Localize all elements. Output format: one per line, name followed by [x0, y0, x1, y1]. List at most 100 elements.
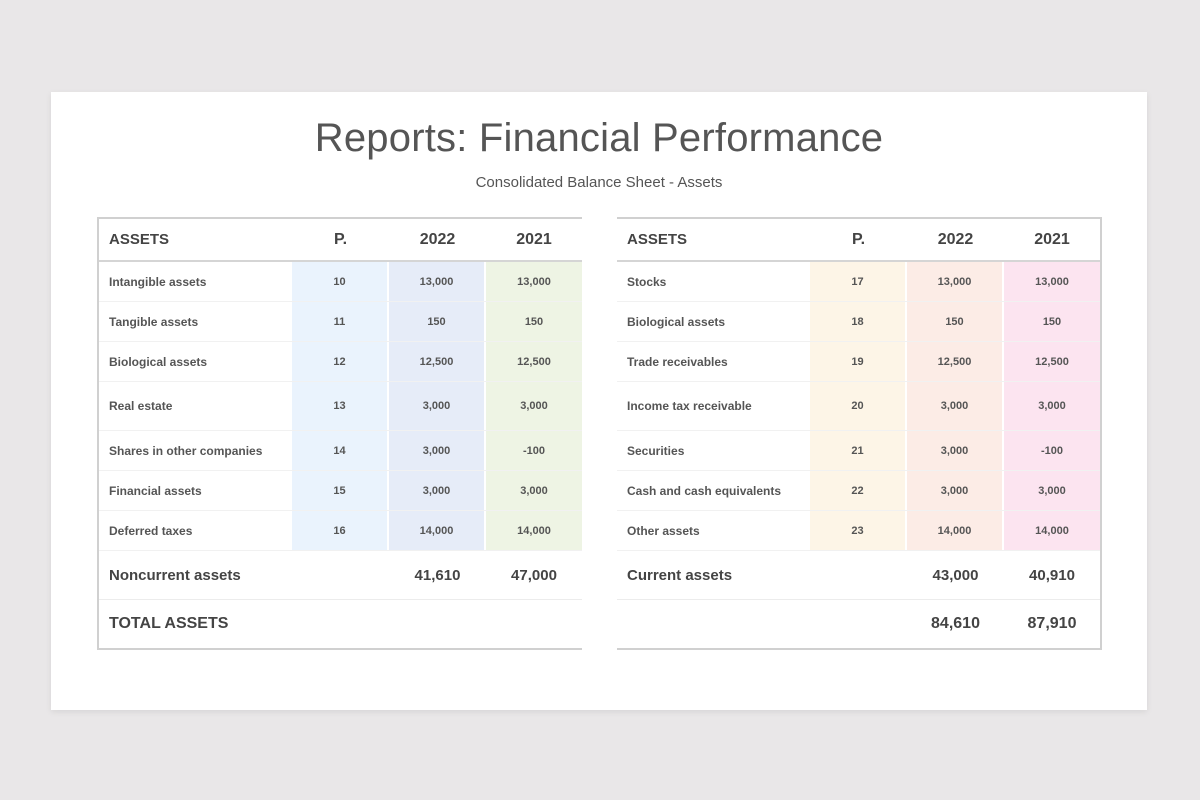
row-label: Cash and cash equivalents: [627, 483, 782, 498]
subtotal-p: [810, 551, 907, 599]
col-header-2021: 2021: [1034, 230, 1070, 248]
row-2022: 13,000: [907, 262, 1004, 301]
row-2022: 150: [907, 302, 1004, 341]
row-label: Income tax receivable: [627, 399, 752, 413]
row-label: Deferred taxes: [109, 523, 193, 538]
col-header-2021: 2021: [516, 230, 552, 248]
subtotal-label: Noncurrent assets: [109, 566, 241, 584]
table-header: ASSETS P. 2022 2021: [99, 219, 582, 262]
slide-card: Reports: Financial Performance Consolida…: [51, 92, 1147, 710]
row-2022: 3,000: [389, 382, 486, 430]
row-p: 11: [292, 302, 389, 341]
row-p: 13: [292, 382, 389, 430]
row-2021: 13,000: [1004, 262, 1100, 301]
row-2022: 14,000: [907, 511, 1004, 550]
row-label: Biological assets: [109, 354, 208, 369]
row-2021: 150: [486, 302, 582, 341]
row-2022: 3,000: [907, 431, 1004, 470]
row-p: 23: [810, 511, 907, 550]
row-2022: 13,000: [389, 262, 486, 301]
table-header: ASSETS P. 2022 2021: [617, 219, 1100, 262]
table-row: Income tax receivable 20 3,000 3,000: [617, 382, 1100, 431]
total-2021: 87,910: [1027, 615, 1077, 632]
subtotal-row: Noncurrent assets 41,610 47,000: [99, 551, 582, 600]
col-header-2022: 2022: [419, 230, 456, 248]
table-row: Intangible assets 10 13,000 13,000: [99, 262, 582, 302]
row-label: Intangible assets: [109, 274, 207, 289]
row-p: 18: [810, 302, 907, 341]
table-row: Deferred taxes 16 14,000 14,000: [99, 511, 582, 551]
subtotal-2021: 40,910: [1029, 566, 1075, 584]
table-row: Trade receivables 19 12,500 12,500: [617, 342, 1100, 382]
subtotal-p: [292, 551, 389, 599]
row-p: 12: [292, 342, 389, 381]
row-2022: 3,000: [389, 431, 486, 470]
table-row: Cash and cash equivalents 22 3,000 3,000: [617, 471, 1100, 511]
subtotal-2022: 41,610: [414, 566, 461, 584]
row-2021: -100: [1004, 431, 1100, 470]
table-row: Stocks 17 13,000 13,000: [617, 262, 1100, 302]
row-2021: 3,000: [1004, 471, 1100, 510]
col-header-assets: ASSETS: [109, 231, 170, 248]
row-2021: 14,000: [486, 511, 582, 550]
row-label: Other assets: [627, 523, 700, 538]
row-label: Stocks: [627, 274, 667, 289]
table-row: Biological assets 12 12,500 12,500: [99, 342, 582, 382]
total-label: TOTAL ASSETS: [109, 615, 229, 632]
row-2021: 3,000: [486, 382, 582, 430]
page-title: Reports: Financial Performance: [314, 116, 884, 160]
row-2021: 150: [1004, 302, 1100, 341]
table-row: Shares in other companies 14 3,000 -100: [99, 431, 582, 471]
total-p: [810, 600, 907, 648]
row-p: 20: [810, 382, 907, 430]
row-p: 15: [292, 471, 389, 510]
row-2022: 3,000: [907, 471, 1004, 510]
row-label: Real estate: [109, 399, 173, 413]
row-label: Securities: [627, 443, 685, 458]
table-row: Other assets 23 14,000 14,000: [617, 511, 1100, 551]
subtotal-label: Current assets: [627, 566, 733, 584]
row-label: Shares in other companies: [109, 443, 263, 458]
row-label: Financial assets: [109, 483, 202, 498]
table-row: Financial assets 15 3,000 3,000: [99, 471, 582, 511]
table-row: Biological assets 18 150 150: [617, 302, 1100, 342]
table-row: Real estate 13 3,000 3,000: [99, 382, 582, 431]
current-assets-table: ASSETS P. 2022 2021 Stocks 17 13,000 13,…: [617, 217, 1102, 650]
row-2021: 3,000: [1004, 382, 1100, 430]
row-p: 22: [810, 471, 907, 510]
row-2022: 12,500: [907, 342, 1004, 381]
row-p: 10: [292, 262, 389, 301]
noncurrent-assets-table: ASSETS P. 2022 2021 Intangible assets 10…: [97, 217, 582, 650]
row-2021: 14,000: [1004, 511, 1100, 550]
table-row: Securities 21 3,000 -100: [617, 431, 1100, 471]
col-header-p: P.: [333, 230, 348, 248]
subtotal-row: Current assets 43,000 40,910: [617, 551, 1100, 600]
table-row: Tangible assets 11 150 150: [99, 302, 582, 342]
row-p: 14: [292, 431, 389, 470]
total-row: 84,610 87,910: [617, 600, 1100, 648]
row-2022: 14,000: [389, 511, 486, 550]
subtotal-2022: 43,000: [932, 566, 979, 584]
row-2022: 12,500: [389, 342, 486, 381]
row-p: 17: [810, 262, 907, 301]
row-2022: 3,000: [907, 382, 1004, 430]
col-header-p: P.: [851, 230, 866, 248]
row-p: 19: [810, 342, 907, 381]
page-subtitle: Consolidated Balance Sheet - Assets: [475, 174, 723, 191]
row-p: 16: [292, 511, 389, 550]
total-row: TOTAL ASSETS: [99, 600, 582, 648]
row-2022: 150: [389, 302, 486, 341]
row-2021: -100: [486, 431, 582, 470]
row-p: 21: [810, 431, 907, 470]
row-2021: 12,500: [1004, 342, 1100, 381]
row-2021: 13,000: [486, 262, 582, 301]
subtotal-2021: 47,000: [511, 566, 557, 584]
row-2021: 3,000: [486, 471, 582, 510]
col-header-assets: ASSETS: [627, 231, 688, 248]
row-label: Trade receivables: [627, 354, 728, 369]
row-label: Biological assets: [627, 314, 726, 329]
row-2022: 3,000: [389, 471, 486, 510]
col-header-2022: 2022: [937, 230, 974, 248]
total-label: [617, 600, 810, 648]
row-label: Tangible assets: [109, 314, 199, 329]
